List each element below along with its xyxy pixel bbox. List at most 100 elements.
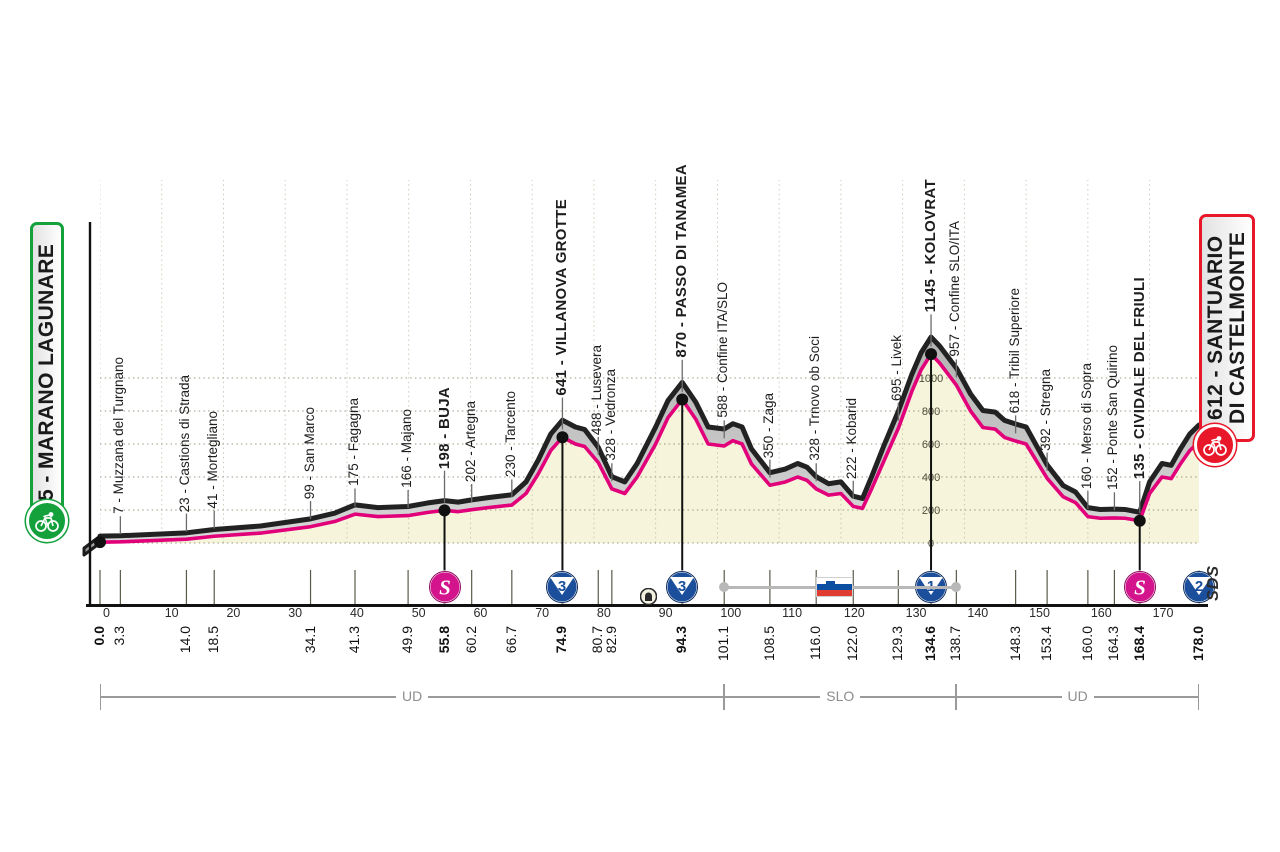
keypoint-dot <box>556 431 569 444</box>
locality-label: 392 - Stregna <box>1038 368 1054 451</box>
x-axis-tick-label: 150 <box>1029 606 1050 620</box>
x-axis-tick-label: 0 <box>103 606 110 620</box>
keypoint-dot <box>1133 514 1146 527</box>
km-distance-label: 18.5 <box>205 626 222 654</box>
locality-label: 99 - San Marco <box>301 407 317 500</box>
climb-marker[interactable]: 3 <box>665 570 699 604</box>
region-code: UD <box>1061 686 1094 706</box>
km-distance-label: 3.3 <box>111 626 128 646</box>
finish-plate-box: 612 - SANTUARIO DI CASTELMONTE <box>1199 214 1255 442</box>
locality-label: 588 - Confine ITA/SLO <box>715 282 731 418</box>
slovenia-crest <box>826 581 836 590</box>
locality-label: 328 - Vedronza <box>602 369 618 461</box>
finish-label: 612 - SANTUARIO DI CASTELMONTE <box>1203 231 1249 425</box>
locality-label: 198 - BUJA <box>435 386 453 469</box>
locality-label: 175 - Fagagna <box>345 398 361 487</box>
km-distance-label: 168.4 <box>1130 626 1147 662</box>
km-distance-label: 101.1 <box>715 626 732 662</box>
km-distance-label: 122.0 <box>844 626 861 662</box>
tunnel-icon <box>639 587 658 606</box>
km-distance-label: 129.3 <box>889 626 906 662</box>
km-distance-label: 134.6 <box>922 626 939 662</box>
km-distance-label: 94.3 <box>673 626 690 654</box>
x-axis-tick-label: 110 <box>782 606 803 620</box>
profile-fill <box>100 354 1199 543</box>
finish-cyclist-icon <box>1194 424 1236 466</box>
locality-label: 1145 - KOLOVRAT <box>922 179 940 313</box>
svg-text:3: 3 <box>558 578 566 595</box>
km-distance-label: 49.9 <box>399 626 416 654</box>
km-distance-label: 178.0 <box>1190 626 1206 662</box>
x-axis-tick-label: 50 <box>411 606 426 620</box>
x-axis-tick-label: 80 <box>596 606 611 620</box>
km-distance-label: 66.7 <box>502 626 519 654</box>
slovenia-flag-icon <box>816 577 854 597</box>
start-location-plate: 5 - MARANO LAGUNARE <box>30 222 64 522</box>
svg-text:3: 3 <box>678 578 686 595</box>
region-code: UD <box>395 686 429 706</box>
keypoint-dot <box>925 348 938 361</box>
km-distance-label: 34.1 <box>301 626 318 654</box>
svg-text:S: S <box>439 576 451 600</box>
keypoint-dot <box>94 536 106 549</box>
keypoint-dot <box>676 393 689 406</box>
finish-location-plate: 612 - SANTUARIO DI CASTELMONTE <box>1199 214 1255 442</box>
km-distance-label: 41.3 <box>345 626 362 654</box>
region-segment: SLO <box>724 684 957 710</box>
x-axis-tick-label: 130 <box>905 606 927 620</box>
locality-label: 350 - Zaga <box>760 392 776 458</box>
locality-label: 23 - Castions di Strada <box>177 374 193 512</box>
x-axis-tick-label: 60 <box>473 606 488 620</box>
keypoint-dot <box>438 504 451 517</box>
km-distance-label: 138.7 <box>947 626 964 662</box>
locality-label: 202 - Artegna <box>462 401 478 483</box>
x-axis-tick-label: 140 <box>967 606 989 620</box>
locality-label: 641 - VILLANOVA GROTTE <box>553 198 571 396</box>
locality-label: 328 - Trnovo ob Soci <box>807 336 823 461</box>
km-distance-label: 164.3 <box>1105 626 1122 662</box>
profile-plot-group: 02004006008001000 <box>82 180 1202 557</box>
locality-label: 488 - Lusevera <box>589 344 605 435</box>
km-distance-label: 160.0 <box>1078 626 1095 662</box>
locality-label: 135 - CIVIDALE DEL FRIULI <box>1130 277 1148 480</box>
km-distance-label: 0.0 <box>91 626 107 646</box>
region-segment: UD <box>956 684 1199 710</box>
locality-label: 41 - Mortegliano <box>205 410 221 509</box>
km-distance-label: 74.9 <box>553 626 570 654</box>
km-distance-label: 60.2 <box>462 626 479 654</box>
x-axis-tick-label: 10 <box>164 606 179 620</box>
start-cyclist-icon <box>26 500 68 542</box>
km-distance-label: 116.0 <box>807 626 824 660</box>
x-axis-tick-label: 170 <box>1152 606 1174 620</box>
locality-label: 152 - Ponte San Quirino <box>1105 345 1121 491</box>
x-axis-tick-label: 100 <box>720 606 742 620</box>
km-distance-label: 14.0 <box>177 626 194 654</box>
x-axis-tick-label: 120 <box>843 606 865 620</box>
sds-logo: SDS <box>1205 565 1222 601</box>
km-distance-label: 82.9 <box>602 626 619 654</box>
climb-marker[interactable]: 3 <box>545 570 579 604</box>
route-line <box>98 352 1201 544</box>
locality-label: 957 - Confine SLO/ITA <box>947 221 963 358</box>
climb-marker[interactable]: 2 <box>1182 570 1216 604</box>
x-axis-line <box>86 604 1208 607</box>
x-axis-tick-label: 30 <box>288 606 303 620</box>
region-bar: UD SLO UD <box>100 684 1199 710</box>
locality-label: 870 - PASSO DI TANAMEA <box>673 163 691 358</box>
x-axis-tick-label: 90 <box>658 606 673 620</box>
locality-label: 230 - Tarcento <box>502 391 518 478</box>
region-code: SLO <box>820 686 861 706</box>
km-distance-label: 153.4 <box>1038 626 1055 662</box>
x-axis-tick-label: 40 <box>349 606 364 620</box>
locality-label: 618 - Tribil Superiore <box>1006 288 1022 414</box>
km-distance-label: 55.8 <box>435 626 452 654</box>
svg-text:S: S <box>1134 576 1146 600</box>
sprint-marker[interactable]: S <box>1123 570 1157 604</box>
locality-label: 160 - Merso di Sopra <box>1078 362 1094 489</box>
locality-label: 695 - Livek <box>889 334 905 401</box>
locality-label: 222 - Kobarid <box>844 397 860 479</box>
profile-crest-line <box>97 334 1202 539</box>
sprint-marker[interactable]: S <box>428 570 462 604</box>
